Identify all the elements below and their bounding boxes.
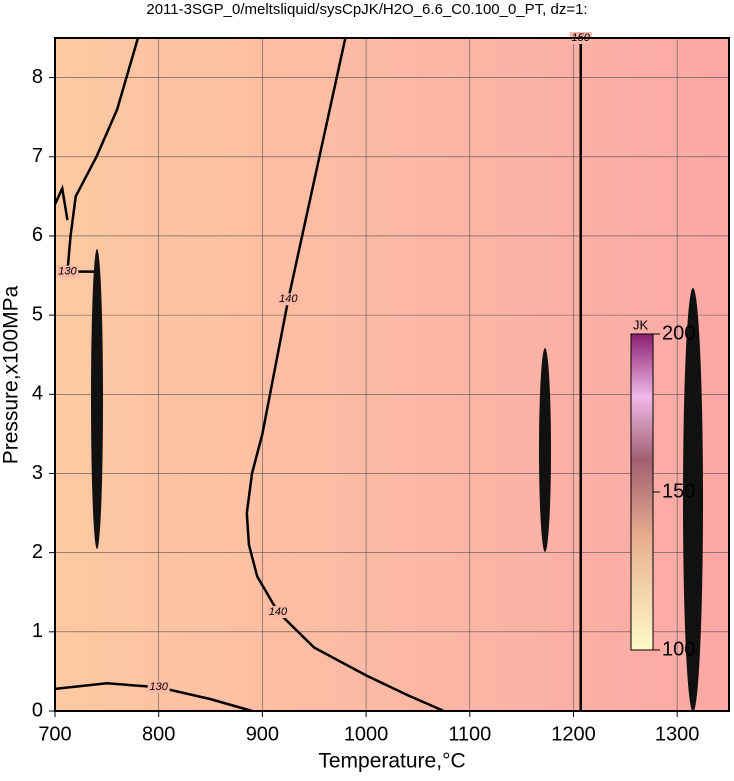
plot-background bbox=[55, 38, 729, 711]
y-tick-label: 6 bbox=[32, 224, 43, 246]
contour-line bbox=[245, 37, 347, 514]
x-tick-label: 700 bbox=[38, 723, 71, 745]
chart-title: 2011-3SGP_0/meltsliquid/sysCpJK/H2O_6.6_… bbox=[146, 1, 587, 18]
contour-label-bg bbox=[56, 265, 79, 278]
contour-label: 140 bbox=[269, 606, 288, 618]
colorbar-tick-label: 100 bbox=[662, 638, 695, 660]
contour-label-bg bbox=[147, 681, 170, 694]
y-tick-label: 7 bbox=[32, 145, 43, 167]
y-tick-label: 4 bbox=[32, 383, 43, 405]
contour-label-bg bbox=[266, 606, 289, 619]
colorbar bbox=[630, 333, 654, 651]
y-tick-label: 1 bbox=[32, 620, 43, 642]
y-tick-label: 0 bbox=[32, 699, 43, 721]
x-tick-label: 800 bbox=[142, 723, 175, 745]
plot-frame bbox=[54, 37, 730, 712]
x-tick-label: 900 bbox=[246, 723, 279, 745]
x-tick-label: 1200 bbox=[551, 723, 596, 745]
y-tick-label: 5 bbox=[32, 303, 43, 325]
y-tick-label: 3 bbox=[32, 462, 43, 484]
y-tick-label: 2 bbox=[32, 541, 43, 563]
contour-line bbox=[245, 512, 445, 713]
contour-label: 140 bbox=[279, 293, 298, 305]
dense-contours bbox=[539, 348, 551, 552]
x-tick-label: 1100 bbox=[448, 723, 491, 745]
y-tick-label: 8 bbox=[32, 66, 43, 88]
x-tick-label: 1000 bbox=[344, 723, 389, 745]
x-axis-label: Temperature,°C bbox=[318, 750, 465, 773]
colorbar-label: JK bbox=[633, 317, 649, 332]
right-zone bbox=[1, 0, 2, 1]
contour-label-bg bbox=[277, 293, 300, 306]
colorbar-tick-label: 150 bbox=[662, 480, 695, 502]
dense-contours bbox=[91, 249, 103, 549]
contour-label: 130 bbox=[58, 265, 77, 277]
colorbar-tick-label: 200 bbox=[662, 322, 695, 344]
dense-contours bbox=[683, 288, 703, 712]
y-axis-label: Pressure,x100MPa bbox=[0, 285, 23, 464]
contour-label: 130 bbox=[150, 681, 169, 693]
x-tick-label: 1300 bbox=[655, 723, 700, 745]
